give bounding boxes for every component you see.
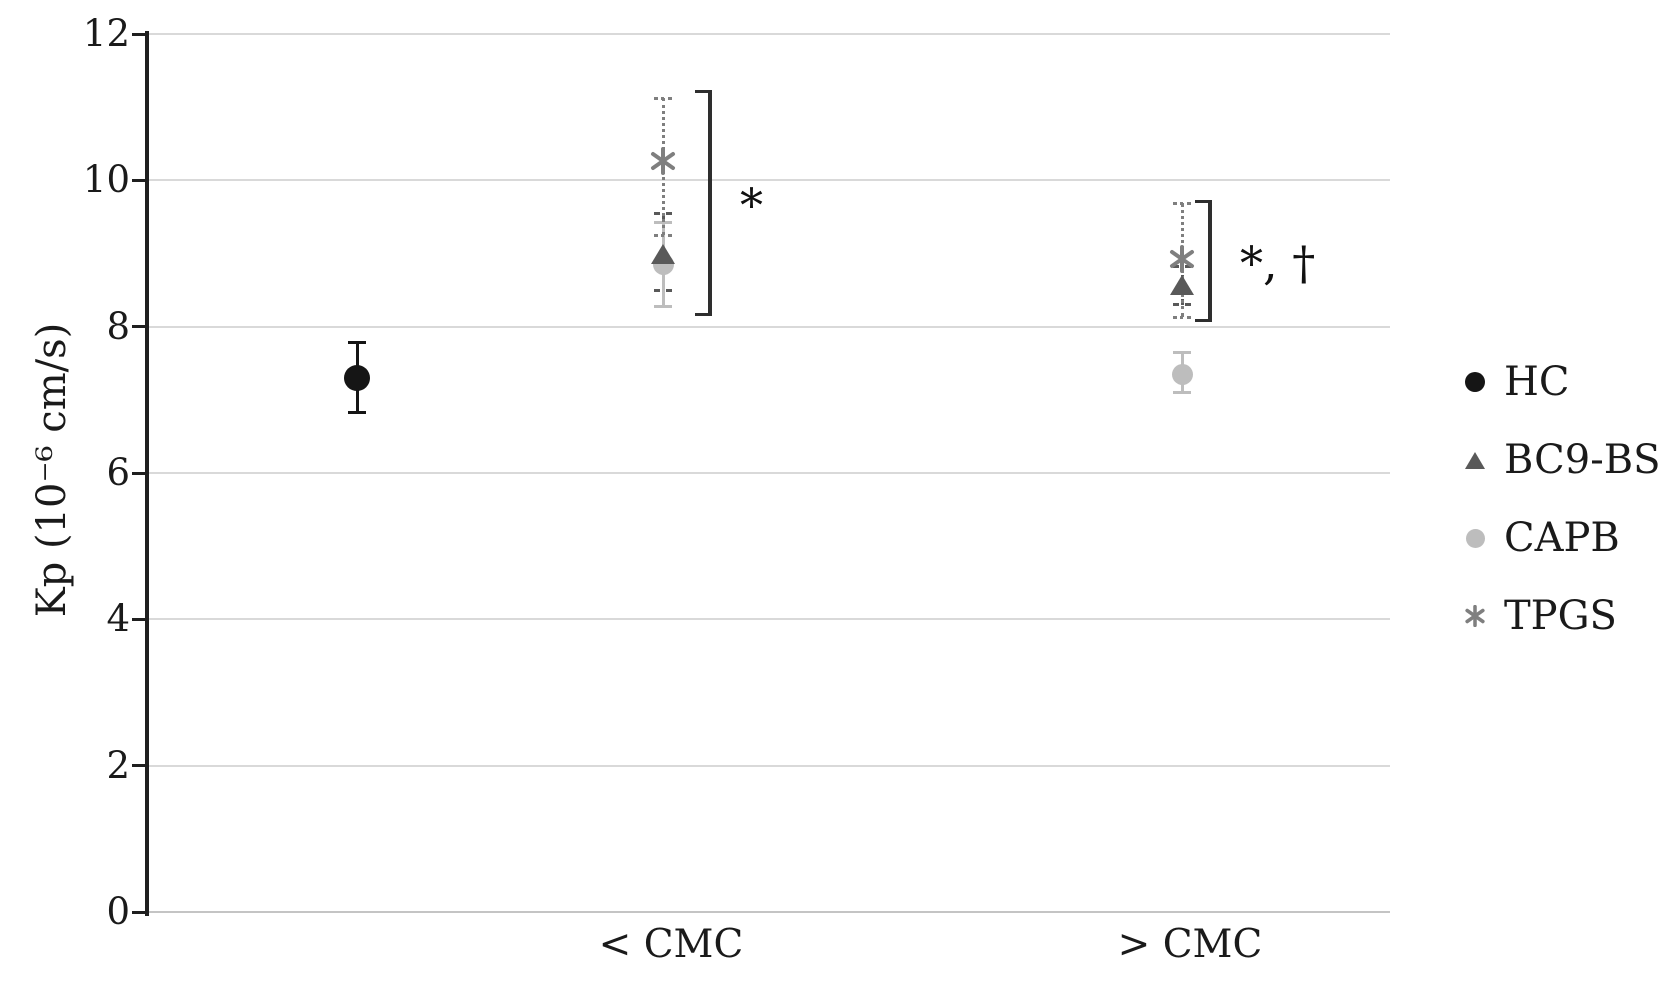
error-bar-cap-TPGS: [1173, 201, 1191, 205]
gridline: [148, 472, 1390, 474]
y-tick-label: 12: [82, 12, 130, 55]
marker-CAPB: [1171, 364, 1193, 386]
y-axis-tick: [132, 32, 148, 36]
gridline: [148, 764, 1390, 767]
error-bar-cap-CAPB: [654, 304, 672, 308]
significance-bracket: [1195, 200, 1212, 322]
error-bar-cap-TPGS: [654, 233, 672, 237]
y-tick-label: 10: [82, 158, 130, 202]
legend-circle-icon: [1462, 528, 1488, 548]
legend-label-TPGS: TPGS: [1504, 593, 1617, 639]
gridline: [148, 179, 1390, 182]
legend-item-BC9-BS: BC9-BS: [1462, 421, 1659, 499]
y-axis-tick: [132, 325, 148, 329]
y-tick-label: 6: [106, 451, 130, 494]
legend-item-TPGS: TPGS: [1462, 577, 1659, 655]
legend-asterisk-icon: [1462, 605, 1488, 627]
marker-HC: [344, 364, 370, 391]
gridline: [148, 325, 1390, 328]
error-bar-cap-HC: [348, 341, 366, 345]
marker-TPGS-asterisk-icon: [1168, 244, 1196, 277]
error-bar-cap-CAPB: [1173, 391, 1191, 395]
y-axis-tick: [132, 471, 148, 475]
error-bar-cap-CAPB: [1173, 350, 1191, 354]
significance-label: *, †: [1240, 235, 1316, 290]
y-axis-tick: [132, 617, 148, 621]
legend-label-HC: HC: [1504, 359, 1570, 405]
legend: HC BC9-BS CAPB TPGS: [1462, 343, 1659, 655]
legend-label-BC9-BS: BC9-BS: [1504, 437, 1659, 483]
legend-circle-icon: [1462, 372, 1488, 392]
marker-BC9-BS: [1170, 274, 1194, 295]
marker-TPGS-asterisk-icon: [649, 146, 677, 179]
legend-triangle-icon: [1462, 451, 1488, 469]
y-tick-label: 4: [106, 597, 130, 641]
error-bar-cap-TPGS: [654, 96, 672, 100]
legend-item-CAPB: CAPB: [1462, 499, 1659, 577]
x-axis-label: > CMC: [1117, 922, 1263, 967]
y-axis-line: [145, 31, 149, 916]
legend-item-HC: HC: [1462, 343, 1659, 421]
x-axis-label: < CMC: [598, 922, 744, 967]
y-axis-tick: [132, 910, 148, 914]
error-bar-cap-HC: [348, 410, 366, 414]
marker-BC9-BS: [651, 243, 675, 264]
significance-bracket: [695, 90, 712, 316]
y-axis-tick: [132, 764, 148, 768]
gridline: [148, 33, 1390, 35]
y-tick-label: 0: [106, 890, 130, 933]
gridline: [148, 618, 1390, 621]
gridline: [148, 911, 1390, 913]
legend-label-CAPB: CAPB: [1504, 515, 1620, 561]
significance-label: *: [740, 178, 763, 232]
error-bar-cap-TPGS: [1173, 315, 1191, 319]
y-tick-label: 8: [106, 304, 130, 348]
y-axis-tick: [132, 178, 148, 182]
y-tick-label: 2: [106, 743, 130, 787]
